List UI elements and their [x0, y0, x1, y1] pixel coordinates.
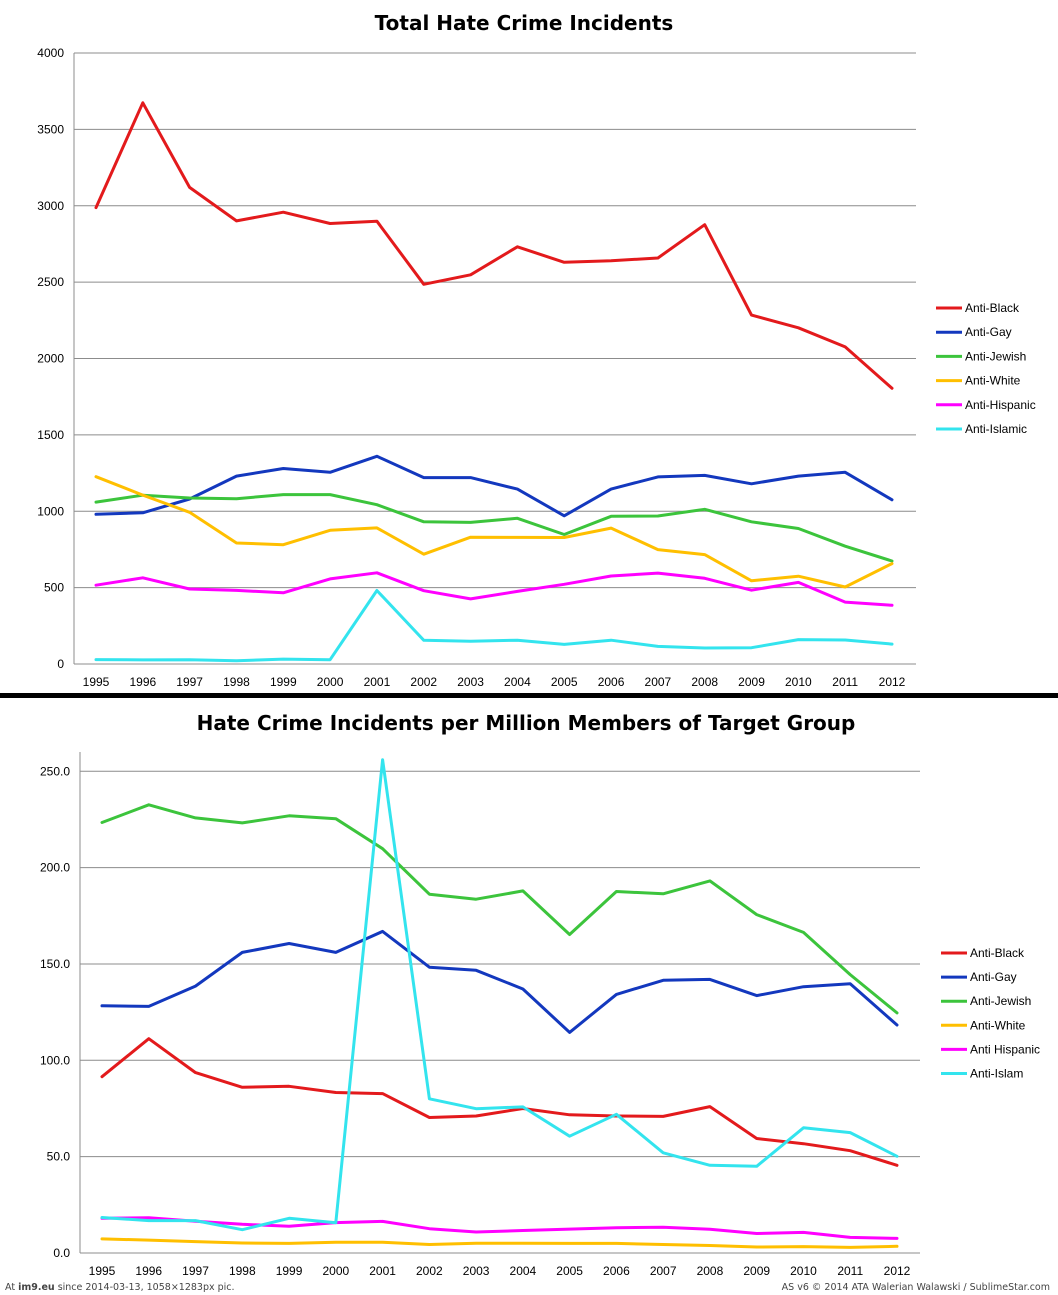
chart-title: Total Hate Crime Incidents [375, 11, 674, 35]
x-tick-label: 2006 [598, 675, 625, 689]
x-tick-label: 2004 [504, 675, 531, 689]
x-tick-label: 2007 [645, 675, 672, 689]
y-tick-label: 4000 [37, 46, 64, 60]
x-tick-label: 1999 [276, 1264, 303, 1278]
series-line-anti-hispanic [94, 571, 894, 607]
y-tick-label: 500 [44, 581, 64, 595]
legend-label: Anti-Black [965, 301, 1020, 315]
x-tick-label: 2003 [457, 675, 484, 689]
x-tick-label: 2011 [837, 1264, 863, 1278]
axes [73, 53, 916, 665]
x-tick-label: 1997 [176, 675, 203, 689]
gridlines [74, 52, 916, 589]
series-line-anti-white [100, 1237, 899, 1249]
x-tick-label: 2004 [510, 1264, 537, 1278]
legend-label: Anti-Jewish [970, 994, 1031, 1008]
series-line-anti-islam [100, 758, 899, 1232]
legend-label: Anti-White [970, 1018, 1026, 1032]
x-tick-label: 1996 [135, 1264, 162, 1278]
y-tick-label: 100.0 [40, 1053, 70, 1067]
series-line-anti-jewish [100, 803, 899, 1015]
footer-info: since 2014-03-13, 1058×1283px pic. [54, 1282, 235, 1293]
x-tick-label: 2001 [364, 675, 391, 689]
x-axis-ticks: 1995 1996 1997 1998 1999 2000 2001 2002 2003 2004… [83, 675, 906, 689]
x-axis-ticks: 1995 1996 1997 1998 1999 2000 2001 2002 2003 2004… [89, 1264, 911, 1278]
x-tick-label: 2007 [650, 1264, 677, 1278]
y-tick-label: 1500 [37, 428, 64, 442]
x-tick-label: 2008 [691, 675, 718, 689]
y-tick-label: 0.0 [53, 1246, 70, 1260]
x-tick-label: 2002 [410, 675, 437, 689]
x-tick-label: 1999 [270, 675, 297, 689]
series-line-anti-gay [94, 454, 894, 518]
gridlines [80, 770, 920, 1158]
x-tick-label: 1996 [129, 675, 156, 689]
x-tick-label: 2010 [785, 675, 812, 689]
y-tick-label: 1000 [37, 504, 64, 518]
x-tick-label: 1998 [223, 675, 250, 689]
series-line-anti-white [94, 475, 894, 589]
x-tick-label: 2000 [322, 1264, 349, 1278]
x-tick-label: 2005 [556, 1264, 583, 1278]
x-tick-label: 2006 [603, 1264, 630, 1278]
series-line-anti-black [94, 101, 894, 390]
x-tick-label: 2000 [317, 675, 344, 689]
legend-label: Anti-White [965, 374, 1021, 388]
x-tick-label: 1995 [89, 1264, 116, 1278]
legend-label: Anti-Jewish [965, 349, 1026, 363]
x-tick-label: 2011 [832, 675, 858, 689]
axes [79, 752, 920, 1254]
per-million-chart: Hate Crime Incidents per Million Members… [40, 711, 1040, 1278]
series-line-anti-gay [100, 929, 899, 1034]
chart-title: Hate Crime Incidents per Million Members… [197, 711, 856, 735]
y-tick-label: 2500 [37, 275, 64, 289]
footer-site-link[interactable]: im9.eu [18, 1282, 55, 1293]
y-tick-label: 250.0 [40, 764, 70, 778]
y-tick-label: 3000 [37, 199, 64, 213]
x-tick-label: 2012 [879, 675, 906, 689]
footer-left: At im9.eu since 2014-03-13, 1058×1283px … [5, 1282, 235, 1293]
legend: Anti-Black Anti-Gay Anti-Jewish Anti-White A… [941, 946, 1040, 1081]
x-tick-label: 2010 [790, 1264, 817, 1278]
y-axis-ticks: 0 500 1000 1500 2000 2500 3000 3500 4000 [37, 46, 64, 671]
y-tick-label: 0 [57, 657, 64, 671]
total-incidents-chart: Total Hate Crime Incidents 0 500 1000 1500 2… [37, 11, 1035, 689]
legend-label: Anti-Hispanic [965, 398, 1036, 412]
x-tick-label: 2012 [884, 1264, 911, 1278]
x-tick-label: 2009 [743, 1264, 770, 1278]
legend-label: Anti-Islam [970, 1067, 1023, 1081]
x-tick-label: 2008 [697, 1264, 724, 1278]
x-tick-label: 2005 [551, 675, 578, 689]
series-line-anti-jewish [94, 493, 894, 563]
x-tick-label: 1997 [182, 1264, 209, 1278]
x-tick-label: 1998 [229, 1264, 256, 1278]
series-line-anti-hispanic [100, 1216, 899, 1240]
y-tick-label: 200.0 [40, 861, 70, 875]
footer-prefix: At [5, 1282, 19, 1293]
legend-label: Anti-Black [970, 946, 1025, 960]
series-lines [94, 101, 894, 663]
legend-label: Anti-Gay [965, 325, 1012, 339]
y-tick-label: 150.0 [40, 957, 70, 971]
series-line-anti-black [100, 1037, 899, 1167]
series-line-anti-islamic [94, 589, 894, 663]
legend-label: Anti-Gay [970, 970, 1017, 984]
x-tick-label: 2001 [369, 1264, 396, 1278]
x-tick-label: 1995 [83, 675, 110, 689]
legend-label: Anti-Islamic [965, 422, 1027, 436]
series-lines [100, 758, 899, 1249]
x-tick-label: 2002 [416, 1264, 443, 1278]
y-tick-label: 2000 [37, 352, 64, 366]
legend: Anti-Black Anti-Gay Anti-Jewish Anti-White A… [936, 301, 1036, 436]
footer-credit: AS v6 © 2014 ATA Walerian Walawski / Sub… [781, 1282, 1050, 1293]
y-axis-ticks: 0.0 50.0 100.0 150.0 200.0 250.0 [40, 764, 70, 1260]
x-tick-label: 2009 [738, 675, 765, 689]
y-tick-label: 50.0 [47, 1150, 71, 1164]
x-tick-label: 2003 [463, 1264, 490, 1278]
legend-label: Anti Hispanic [970, 1042, 1040, 1056]
footer: At im9.eu since 2014-03-13, 1058×1283px … [0, 1281, 1058, 1295]
y-tick-label: 3500 [37, 122, 64, 136]
chart-separator [0, 693, 1058, 698]
